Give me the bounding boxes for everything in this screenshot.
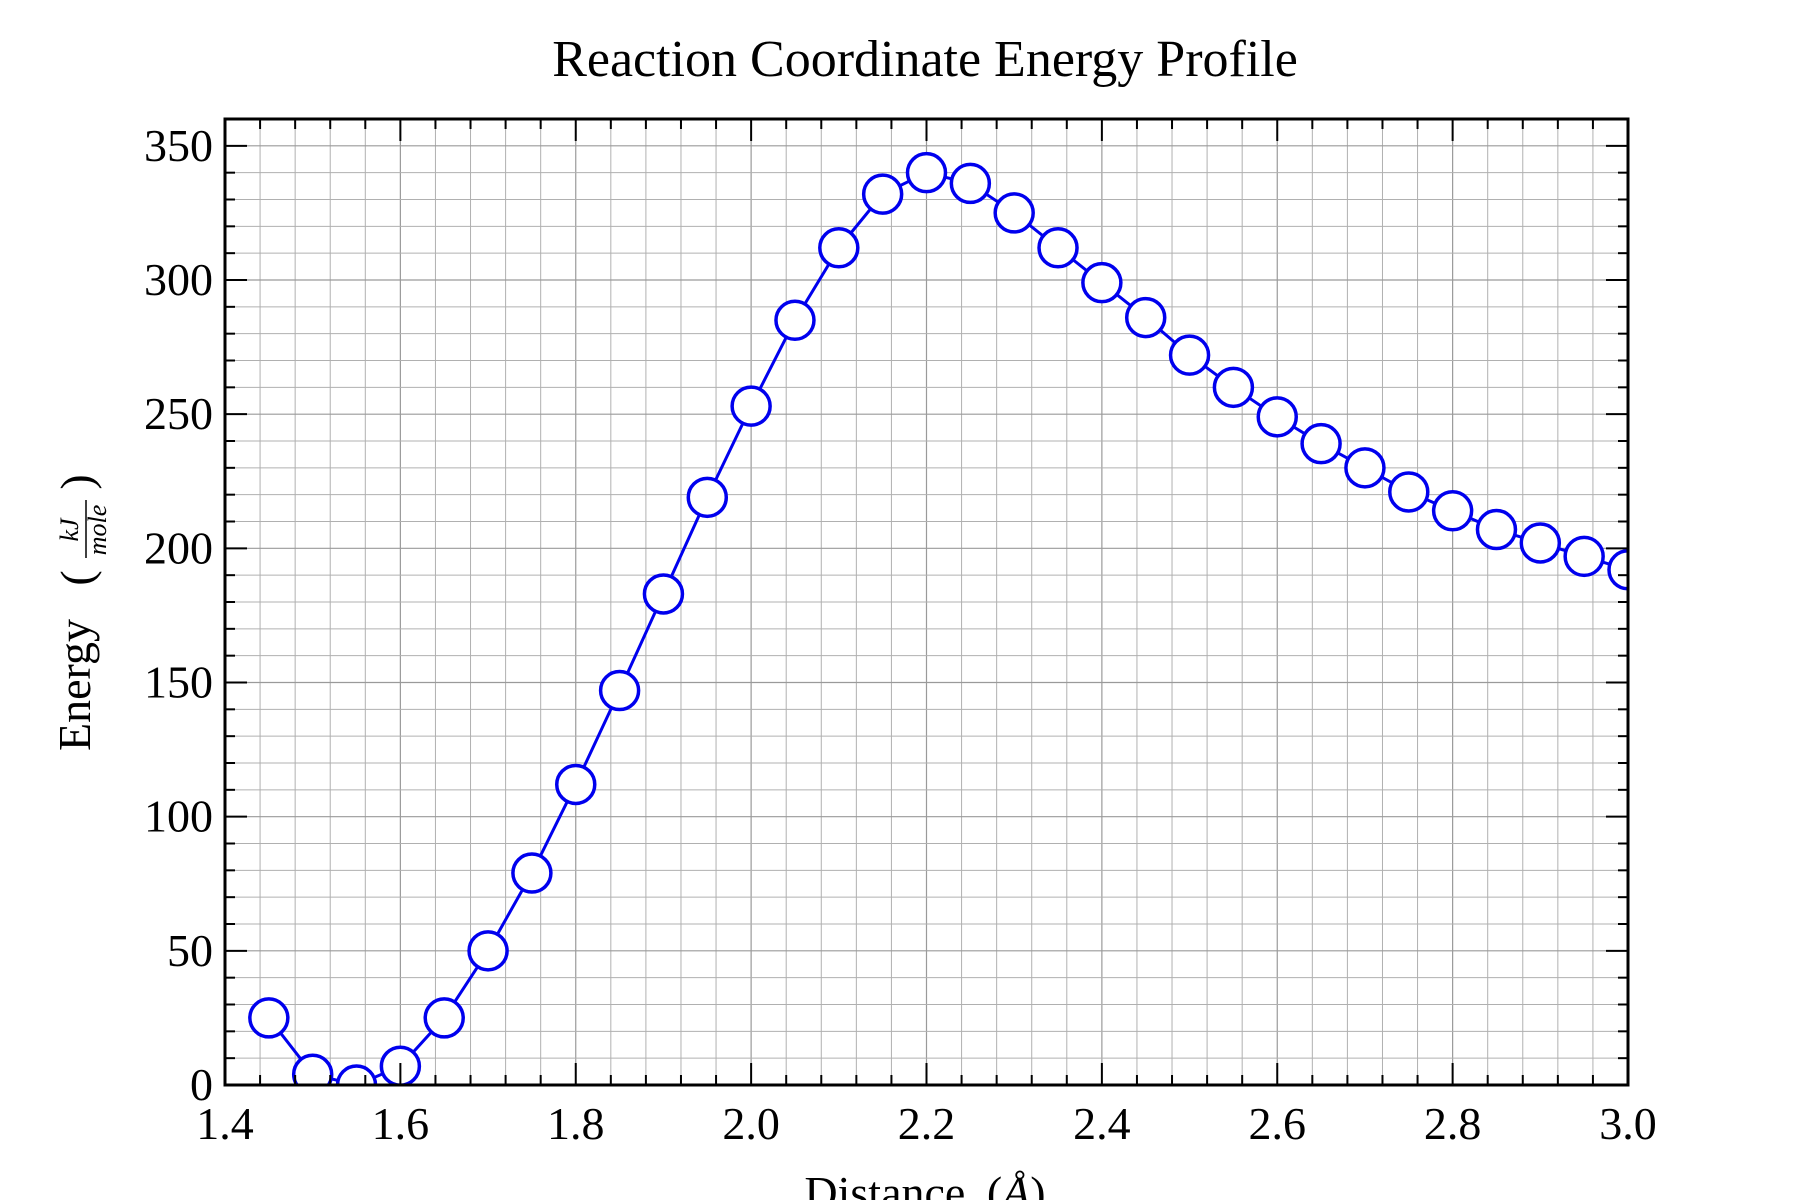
y-tick-label: 350 xyxy=(144,120,213,171)
data-point xyxy=(949,162,992,205)
y-axis-label: Energy ( kJ mole ) xyxy=(49,474,112,751)
data-point xyxy=(1475,508,1518,551)
y-tick-label: 100 xyxy=(144,791,213,842)
y-tick-label: 0 xyxy=(190,1059,213,1110)
x-tick-label: 3.0 xyxy=(1599,1098,1657,1149)
svg-text:Distance (Å): Distance (Å) xyxy=(804,1167,1045,1200)
x-tick-label: 1.6 xyxy=(372,1098,430,1149)
data-point xyxy=(291,1053,334,1085)
data-point xyxy=(1212,366,1255,409)
tick-labels: 1.4 1.6 1.8 2.0 2.2 2.4 2.6 2.8 3.0 0 50 100 150 200 2… xyxy=(144,120,1657,1149)
data-point xyxy=(1519,522,1562,564)
x-tick-label: 2.2 xyxy=(898,1098,956,1149)
data-point xyxy=(861,173,904,215)
data-point xyxy=(993,192,1035,234)
data-point xyxy=(555,763,597,806)
data-point xyxy=(1431,490,1474,532)
data-point xyxy=(1081,261,1123,304)
x-tick-label: 2.8 xyxy=(1424,1098,1482,1149)
x-axis-unit: Å xyxy=(999,1167,1031,1200)
y-tick-label: 150 xyxy=(144,657,213,708)
y-axis-label-text: Energy xyxy=(49,619,100,751)
data-point xyxy=(905,151,948,194)
x-axis-label-text: Distance xyxy=(804,1167,965,1200)
data-point xyxy=(511,852,553,894)
y-axis-unit-numerator: kJ xyxy=(55,517,84,542)
series-group xyxy=(248,151,1628,1085)
data-point xyxy=(774,299,816,341)
y-tick-label: 50 xyxy=(167,925,213,976)
data-point xyxy=(686,476,729,519)
data-point xyxy=(642,573,685,615)
data-point xyxy=(1607,549,1628,591)
data-point xyxy=(818,227,860,269)
data-point xyxy=(1344,447,1386,489)
x-tick-label: 1.8 xyxy=(547,1098,605,1149)
grid xyxy=(224,118,1629,1086)
chart-title: Reaction Coordinate Energy Profile xyxy=(552,31,1298,88)
x-tick-label: 2.6 xyxy=(1249,1098,1307,1149)
x-tick-label: 2.4 xyxy=(1073,1098,1131,1149)
data-point xyxy=(248,997,290,1039)
data-point xyxy=(467,930,509,972)
y-tick-label: 200 xyxy=(144,522,213,573)
y-axis-unit-denominator: mole xyxy=(83,505,112,556)
data-point xyxy=(598,669,641,712)
series-layer xyxy=(248,151,1628,1085)
x-tick-label: 2.0 xyxy=(722,1098,780,1149)
data-point xyxy=(1256,396,1298,438)
x-axis-label: Distance (Å) xyxy=(804,1167,1045,1200)
data-point xyxy=(1300,422,1342,465)
data-point xyxy=(1563,535,1605,578)
data-point xyxy=(1124,296,1167,339)
y-tick-label: 250 xyxy=(144,388,213,439)
x-tick-label: 1.4 xyxy=(196,1098,254,1149)
data-point xyxy=(730,385,772,427)
ticks xyxy=(224,118,1629,1086)
data-point xyxy=(1168,334,1211,376)
data-point xyxy=(1037,227,1079,269)
y-tick-label: 300 xyxy=(144,254,213,305)
data-point xyxy=(423,997,465,1039)
data-point xyxy=(1388,471,1430,513)
svg-text:): ) xyxy=(51,474,102,489)
svg-text:(: ( xyxy=(51,570,102,585)
